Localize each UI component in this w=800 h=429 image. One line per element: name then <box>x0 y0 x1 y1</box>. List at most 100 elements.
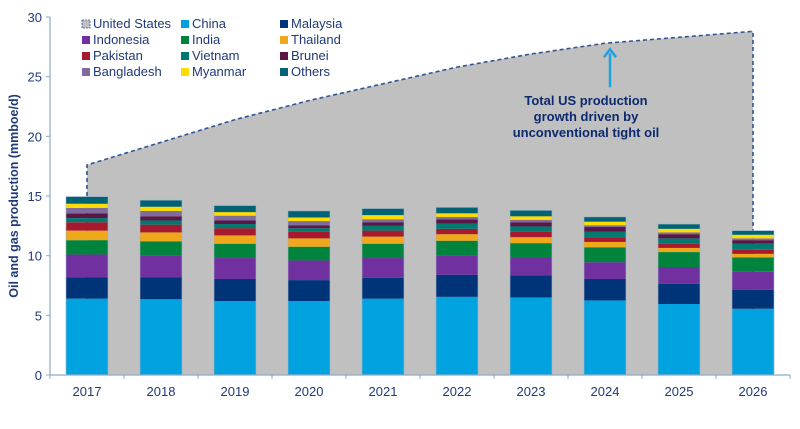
bar-segment-thailand <box>214 235 256 244</box>
bar-segment-myanmar <box>584 221 626 226</box>
bar-segment-malaysia <box>140 277 182 300</box>
bar-segment-pakistan <box>66 222 108 231</box>
x-tick-label: 2025 <box>665 384 694 399</box>
bar-segment-brunei <box>732 240 774 244</box>
bar-segment-bangladesh <box>66 207 108 214</box>
bar-segment-pakistan <box>436 228 478 235</box>
bar-segment-indonesia <box>510 257 552 276</box>
legend-label: Pakistan <box>93 48 143 63</box>
y-tick-label: 10 <box>28 249 42 264</box>
legend-label: India <box>192 32 221 47</box>
bar-segment-malaysia <box>288 280 330 302</box>
bar-segment-pakistan <box>658 243 700 248</box>
bar-segment-brunei <box>584 227 626 232</box>
bar-segment-myanmar <box>214 212 256 216</box>
bar-stack-2026 <box>731 230 775 376</box>
bar-segment-vietnam <box>214 224 256 229</box>
y-tick-label: 25 <box>28 70 42 85</box>
bar-segment-thailand <box>288 238 330 247</box>
bar-segment-malaysia <box>584 278 626 301</box>
bar-segment-china <box>658 303 700 375</box>
bar-segment-vietnam <box>140 220 182 225</box>
legend-item-indonesia: Indonesia <box>82 32 150 47</box>
legend-label: Brunei <box>291 48 329 63</box>
bar-segment-brunei <box>362 222 404 226</box>
bar-segment-malaysia <box>732 289 774 309</box>
bar-segment-india <box>66 240 108 255</box>
bar-segment-china <box>732 308 774 375</box>
bar-stack-2018 <box>139 199 183 376</box>
x-tick-label: 2017 <box>73 384 102 399</box>
bar-segment-others <box>436 207 478 214</box>
legend-swatch <box>181 52 189 60</box>
annotation-text-line: Total US production <box>524 93 647 108</box>
x-tick-label: 2023 <box>517 384 546 399</box>
bar-segment-malaysia <box>214 278 256 302</box>
legend-label: Bangladesh <box>93 64 162 79</box>
bar-stack-2021 <box>361 208 405 376</box>
bar-segment-vietnam <box>288 228 330 232</box>
legend-label: Vietnam <box>192 48 239 63</box>
bar-segment-myanmar <box>66 203 108 208</box>
bar-segment-vietnam <box>584 231 626 238</box>
bar-segment-china <box>140 299 182 375</box>
bar-segment-india <box>510 243 552 258</box>
bar-segment-vietnam <box>436 223 478 229</box>
bar-segment-india <box>140 241 182 256</box>
bar-segment-vietnam <box>732 243 774 250</box>
us-production-area <box>87 31 753 375</box>
bar-segment-thailand <box>584 241 626 248</box>
bar-segment-india <box>362 243 404 259</box>
legend-label: Indonesia <box>93 32 150 47</box>
bar-segment-china <box>436 296 478 375</box>
x-tick-label: 2022 <box>443 384 472 399</box>
x-tick-label: 2021 <box>369 384 398 399</box>
legend-item-brunei: Brunei <box>280 48 329 63</box>
bar-segment-vietnam <box>510 226 552 232</box>
bar-segment-others <box>362 208 404 216</box>
us-area-layer <box>86 30 754 375</box>
bar-segment-vietnam <box>658 238 700 244</box>
bar-segment-brunei <box>658 234 700 239</box>
bar-segment-bangladesh <box>214 215 256 221</box>
legend-swatch <box>82 36 90 44</box>
bar-segment-china <box>584 300 626 375</box>
x-tick-label: 2018 <box>147 384 176 399</box>
legend-swatch <box>280 68 288 76</box>
bar-segment-thailand <box>732 253 774 258</box>
bar-segment-malaysia <box>510 275 552 298</box>
bar-segment-others <box>584 216 626 222</box>
bar-segment-china <box>362 298 404 375</box>
bar-segment-bangladesh <box>584 225 626 228</box>
bar-segment-indonesia <box>140 255 182 278</box>
bar-segment-indonesia <box>436 255 478 275</box>
bar-segment-thailand <box>436 234 478 241</box>
bar-segment-brunei <box>436 219 478 224</box>
bar-segment-malaysia <box>362 277 404 299</box>
bar-segment-pakistan <box>288 231 330 239</box>
legend-label: Myanmar <box>192 64 247 79</box>
annotation-text-line: unconventional tight oil <box>513 125 660 140</box>
bar-segment-indonesia <box>658 267 700 284</box>
legend-item-bangladesh: Bangladesh <box>82 64 162 79</box>
bar-segment-pakistan <box>140 224 182 233</box>
bar-segment-indonesia <box>732 271 774 290</box>
bar-segment-pakistan <box>732 249 774 254</box>
bar-segment-malaysia <box>66 277 108 299</box>
bar-segment-others <box>510 210 552 217</box>
bar-segment-indonesia <box>214 258 256 279</box>
annotation-arrow-icon <box>603 47 617 59</box>
bar-segment-others <box>140 200 182 207</box>
bar-segment-vietnam <box>362 225 404 231</box>
bar-segment-bangladesh <box>658 232 700 235</box>
legend-swatch <box>280 20 288 28</box>
bar-segment-india <box>214 243 256 259</box>
bar-segment-brunei <box>66 213 108 219</box>
legend-swatch <box>280 52 288 60</box>
legend-label: Malaysia <box>291 16 343 31</box>
bar-segment-bangladesh <box>732 238 774 241</box>
legend-item-thailand: Thailand <box>280 32 341 47</box>
y-tick-label: 20 <box>28 129 42 144</box>
legend-item-others: Others <box>280 64 331 79</box>
